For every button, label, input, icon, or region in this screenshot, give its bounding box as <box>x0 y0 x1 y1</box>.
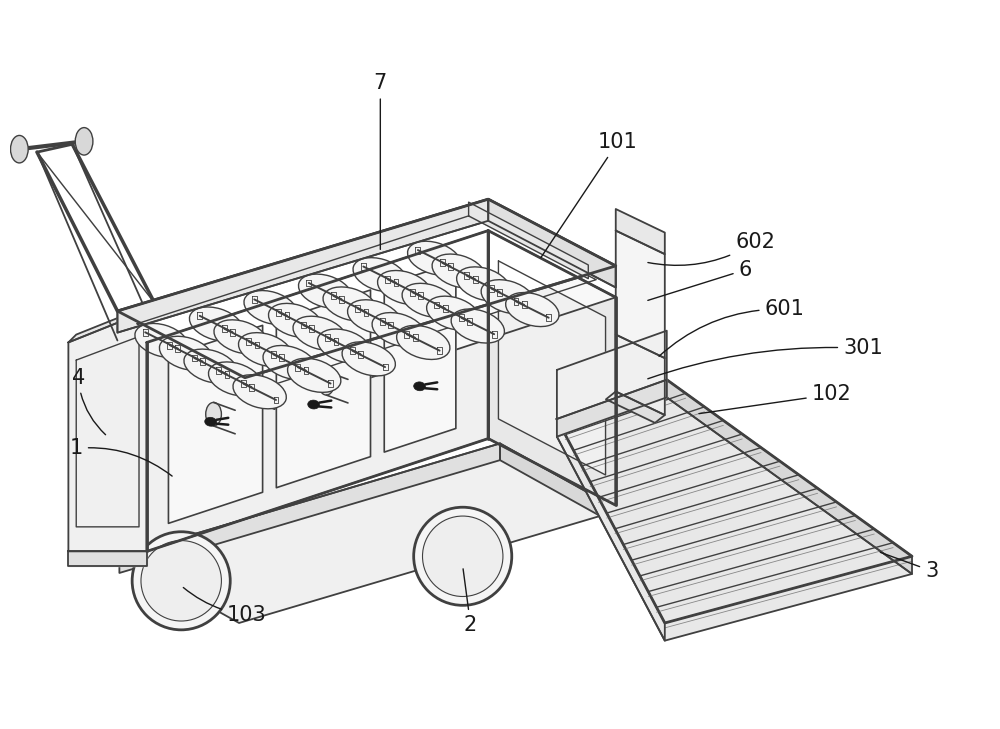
Ellipse shape <box>206 402 221 426</box>
Text: 103: 103 <box>183 588 267 625</box>
Ellipse shape <box>141 541 221 621</box>
Text: 101: 101 <box>541 133 638 258</box>
Ellipse shape <box>288 359 341 392</box>
Polygon shape <box>557 419 665 641</box>
Ellipse shape <box>208 362 262 396</box>
Ellipse shape <box>481 280 534 313</box>
Ellipse shape <box>432 254 485 288</box>
Polygon shape <box>667 380 912 574</box>
Ellipse shape <box>244 291 297 324</box>
Polygon shape <box>606 391 665 423</box>
Ellipse shape <box>348 300 401 334</box>
Ellipse shape <box>342 342 395 376</box>
Polygon shape <box>557 380 912 623</box>
Polygon shape <box>488 230 616 505</box>
Polygon shape <box>557 380 667 437</box>
Ellipse shape <box>238 332 292 367</box>
Polygon shape <box>147 230 616 409</box>
Polygon shape <box>276 290 371 488</box>
Ellipse shape <box>402 284 455 317</box>
Ellipse shape <box>298 274 352 308</box>
Polygon shape <box>384 262 456 452</box>
Text: 4: 4 <box>72 367 106 434</box>
Polygon shape <box>616 230 665 358</box>
Ellipse shape <box>423 516 503 596</box>
Ellipse shape <box>506 292 559 327</box>
Polygon shape <box>168 325 263 523</box>
Polygon shape <box>498 261 606 475</box>
Ellipse shape <box>75 128 93 155</box>
Ellipse shape <box>323 287 376 321</box>
Polygon shape <box>68 311 147 551</box>
Ellipse shape <box>318 329 371 363</box>
Text: 301: 301 <box>648 338 883 379</box>
Polygon shape <box>117 199 616 378</box>
Ellipse shape <box>189 307 243 341</box>
Ellipse shape <box>408 241 461 276</box>
Polygon shape <box>488 199 616 287</box>
Ellipse shape <box>414 382 425 391</box>
Ellipse shape <box>135 324 188 357</box>
Ellipse shape <box>205 417 216 426</box>
Ellipse shape <box>11 136 28 163</box>
Text: 1: 1 <box>70 438 172 476</box>
Polygon shape <box>557 331 667 419</box>
Ellipse shape <box>451 309 504 343</box>
Ellipse shape <box>427 296 480 330</box>
Text: 2: 2 <box>463 569 477 635</box>
Text: 102: 102 <box>699 384 851 413</box>
Polygon shape <box>469 202 588 278</box>
Polygon shape <box>68 551 147 566</box>
Ellipse shape <box>132 531 230 630</box>
Ellipse shape <box>159 336 213 370</box>
Ellipse shape <box>414 507 512 605</box>
Polygon shape <box>616 335 665 415</box>
Ellipse shape <box>372 313 425 346</box>
Polygon shape <box>119 443 620 623</box>
Text: 3: 3 <box>880 553 938 581</box>
Ellipse shape <box>397 325 450 359</box>
Ellipse shape <box>308 400 319 409</box>
Text: 6: 6 <box>648 260 752 300</box>
Text: 602: 602 <box>648 233 775 265</box>
Polygon shape <box>616 209 665 254</box>
Polygon shape <box>500 443 620 527</box>
Polygon shape <box>117 199 488 332</box>
Polygon shape <box>147 230 488 551</box>
Polygon shape <box>68 303 155 343</box>
Ellipse shape <box>263 346 316 380</box>
Ellipse shape <box>378 270 431 305</box>
Polygon shape <box>557 397 912 641</box>
Ellipse shape <box>184 349 237 383</box>
Ellipse shape <box>353 257 406 292</box>
Ellipse shape <box>233 375 286 409</box>
Ellipse shape <box>319 372 334 395</box>
Ellipse shape <box>268 303 322 338</box>
Ellipse shape <box>457 267 510 301</box>
Ellipse shape <box>214 320 267 354</box>
Text: 601: 601 <box>659 299 804 356</box>
Ellipse shape <box>293 316 346 350</box>
Polygon shape <box>119 443 500 573</box>
Text: 7: 7 <box>374 74 387 249</box>
